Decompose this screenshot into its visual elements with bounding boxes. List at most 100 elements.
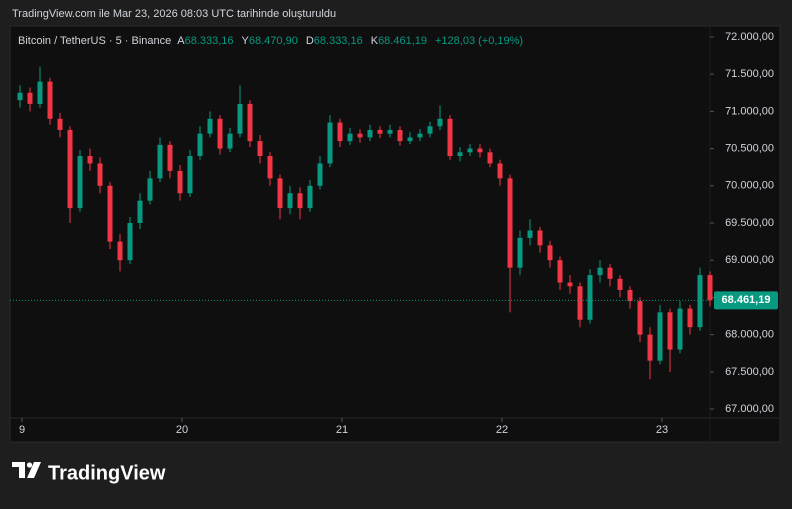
ohlc-label: K (371, 35, 379, 47)
candle-body (697, 275, 703, 328)
candle-body (187, 156, 193, 194)
candle-body (287, 193, 293, 209)
candle-body (627, 289, 633, 302)
candle-body (587, 275, 593, 320)
candle-body (597, 267, 603, 276)
symbol: Bitcoin / TetherUS · 5 · Binance (18, 35, 171, 47)
logo-slash (27, 462, 41, 478)
ohlc-label: A (177, 35, 185, 47)
candle-body (397, 129, 403, 142)
ohlc-value: 68.461,19 (378, 35, 427, 47)
y-tick-label: 68.000,00 (725, 329, 774, 341)
candle-body (457, 152, 463, 157)
ohlc-value: 68.333,16 (185, 35, 234, 47)
candle-body (197, 133, 203, 157)
candle-body (297, 193, 303, 209)
y-tick-label: 70.500,00 (725, 142, 774, 154)
candle-body (687, 308, 693, 328)
candle-body (237, 103, 243, 134)
candle-body (557, 260, 563, 283)
ohlc-label: D (306, 35, 314, 47)
ohlc-header: Bitcoin / TetherUS · 5 · Binance A68.333,… (18, 35, 523, 47)
candle-body (67, 129, 73, 209)
candle-body (477, 148, 483, 153)
candle-body (657, 312, 663, 361)
caption: TradingView.com ile Mar 23, 2026 08:03 U… (12, 8, 336, 20)
plot-background (9, 25, 781, 443)
x-tick-label: 22 (496, 424, 508, 436)
candle-body (157, 144, 163, 179)
candle-body (367, 129, 373, 138)
candle-body (317, 163, 323, 186)
candle-body (137, 200, 143, 223)
candle-body (517, 237, 523, 268)
candle-body (207, 118, 213, 134)
candle-body (247, 103, 253, 142)
candle-body (87, 156, 93, 164)
y-tick-label: 67.500,00 (725, 366, 774, 378)
y-tick-label: 69.500,00 (725, 217, 774, 229)
candle-body (77, 156, 83, 209)
candle-body (277, 178, 283, 209)
candle-body (117, 241, 123, 261)
candle-body (707, 275, 713, 301)
candle-body (567, 282, 573, 287)
candle-body (227, 133, 233, 149)
candle-body (47, 81, 53, 119)
candle-body (17, 92, 23, 101)
ohlc-value: 68.470,90 (249, 35, 298, 47)
candle-body (27, 92, 33, 104)
y-tick-label: 67.000,00 (725, 403, 774, 415)
x-tick-label: 23 (656, 424, 668, 436)
candle-body (267, 156, 273, 179)
candle-body (487, 152, 493, 164)
candle-body (347, 133, 353, 142)
candle-body (107, 185, 113, 242)
candle-body (377, 129, 383, 134)
candle-body (527, 230, 533, 238)
y-tick-label: 71.000,00 (725, 105, 774, 117)
candle-body (177, 170, 183, 194)
candle-body (127, 223, 133, 261)
candle-body (507, 178, 513, 268)
x-tick-label: 21 (336, 424, 348, 436)
candle-body (97, 163, 103, 186)
candle-body (437, 118, 443, 127)
candle-body (327, 122, 333, 164)
candle-body (467, 148, 473, 153)
candle-body (217, 118, 223, 149)
candle-body (417, 133, 423, 138)
candle-body (607, 267, 613, 279)
last-price-label: 68.461,19 (722, 294, 771, 306)
candle-body (57, 118, 63, 130)
y-tick-label: 72.000,00 (725, 31, 774, 43)
candle-body (547, 245, 553, 261)
candle-body (37, 81, 43, 104)
ohlc-value: 68.333,16 (314, 35, 363, 47)
x-tick-label: 9 (19, 424, 25, 436)
candle-body (667, 312, 673, 350)
candle-body (337, 122, 343, 142)
x-tick-label: 20 (176, 424, 188, 436)
candle-body (637, 301, 643, 335)
candle-body (647, 334, 653, 361)
logo-mark (12, 462, 25, 478)
candle-body (407, 137, 413, 142)
candle-body (577, 286, 583, 320)
y-tick-label: 71.500,00 (725, 68, 774, 80)
candle-body (257, 141, 263, 157)
change: +128,03 (+0,19%) (435, 35, 523, 47)
ohlc-label: Y (242, 35, 250, 47)
y-tick-label: 69.000,00 (725, 254, 774, 266)
candle-body (617, 278, 623, 290)
candle-body (307, 185, 313, 209)
candle-body (677, 308, 683, 350)
brand-logo (12, 462, 41, 478)
candle-body (387, 129, 393, 134)
candle-body (537, 230, 543, 246)
candle-body (447, 118, 453, 157)
candle-body (147, 178, 153, 201)
logo-dot (26, 462, 33, 468)
